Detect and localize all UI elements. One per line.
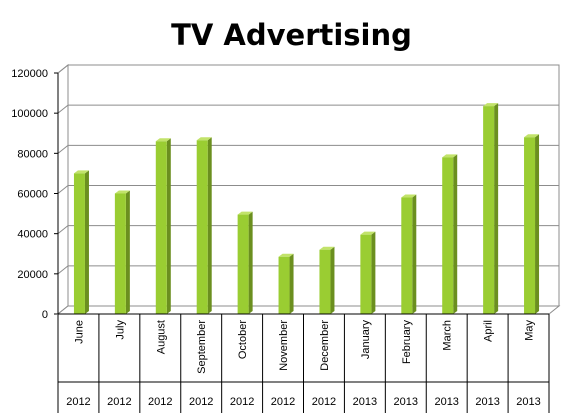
- year-label: 2012: [189, 396, 213, 408]
- gridline: [57, 104, 559, 114]
- year-label: 2013: [475, 396, 499, 408]
- bar-top: [360, 231, 376, 235]
- bar-side: [248, 211, 253, 314]
- bar-front: [401, 197, 413, 314]
- bar: [73, 170, 89, 314]
- bar: [237, 211, 253, 314]
- gridline: [57, 144, 559, 154]
- bar: [319, 246, 335, 314]
- bar-front: [319, 249, 331, 314]
- bar-side: [84, 170, 89, 314]
- bar-front: [237, 214, 249, 314]
- x-tick-label: July: [114, 320, 126, 340]
- x-tick-label: December: [319, 320, 331, 371]
- bar: [401, 194, 417, 314]
- bar-side: [125, 190, 130, 314]
- y-tick-label: 60000: [17, 189, 48, 201]
- bar-side: [207, 137, 212, 314]
- x-tick-label: November: [278, 320, 290, 371]
- gridline: [57, 265, 559, 275]
- bar-front: [73, 173, 85, 314]
- bar-front: [196, 140, 208, 314]
- y-tick-label: 80000: [17, 148, 48, 160]
- bar-top: [524, 134, 540, 138]
- year-label: 2013: [353, 396, 377, 408]
- bar-front: [442, 157, 454, 314]
- bar-side: [535, 134, 540, 314]
- year-label: 2012: [148, 396, 172, 408]
- bar-front: [524, 137, 536, 314]
- year-label: 2012: [230, 396, 254, 408]
- bar: [114, 190, 130, 314]
- year-label: 2013: [516, 396, 540, 408]
- y-tick-label: 0: [42, 309, 48, 321]
- bar-top: [155, 138, 171, 142]
- bar-top: [278, 253, 294, 257]
- bar-side: [371, 231, 376, 314]
- bar: [442, 154, 458, 314]
- bar-side: [412, 194, 417, 314]
- x-tick-label: September: [196, 320, 208, 374]
- year-label: 2012: [312, 396, 336, 408]
- bar-side: [494, 103, 499, 314]
- year-label: 2013: [434, 396, 458, 408]
- x-tick-label: May: [524, 320, 536, 341]
- x-tick-label: January: [360, 320, 372, 360]
- bar-top: [442, 154, 458, 158]
- bar-top: [401, 194, 417, 198]
- chart-title: TV Advertising: [171, 18, 412, 52]
- year-label: 2012: [107, 396, 131, 408]
- x-tick-label: October: [237, 320, 249, 359]
- bar-side: [453, 154, 458, 314]
- gridline: [57, 64, 559, 74]
- gridline: [57, 225, 559, 235]
- x-tick-label: February: [401, 320, 413, 365]
- y-tick-label: 120000: [11, 68, 48, 80]
- y-tick-label: 100000: [11, 108, 48, 120]
- bar-front: [483, 106, 495, 314]
- y-tick-label: 40000: [17, 229, 48, 241]
- bar-front: [278, 256, 290, 314]
- gridline: [57, 185, 559, 194]
- bar: [483, 103, 499, 314]
- year-label: 2012: [66, 396, 90, 408]
- bar-top: [319, 246, 335, 250]
- bar: [278, 253, 294, 314]
- bar-side: [330, 246, 335, 314]
- y-tick-label: 20000: [17, 269, 48, 281]
- bar-top: [483, 103, 499, 107]
- bar-top: [237, 211, 253, 215]
- x-tick-label: June: [73, 320, 85, 344]
- year-label: 2012: [271, 396, 295, 408]
- x-tick-label: August: [155, 320, 167, 354]
- bar-front: [155, 141, 167, 314]
- bar-side: [289, 253, 294, 314]
- bar-top: [196, 137, 212, 141]
- x-tick-label: March: [442, 320, 454, 351]
- bar-side: [166, 138, 171, 314]
- year-label: 2013: [394, 396, 418, 408]
- bar-top: [114, 190, 130, 194]
- bar: [196, 137, 212, 314]
- bar-top: [73, 170, 89, 174]
- bar: [360, 231, 376, 314]
- bar-front: [360, 234, 372, 314]
- x-tick-label: April: [483, 320, 495, 342]
- bar: [524, 134, 540, 314]
- bar: [155, 138, 171, 314]
- bar-front: [114, 193, 126, 314]
